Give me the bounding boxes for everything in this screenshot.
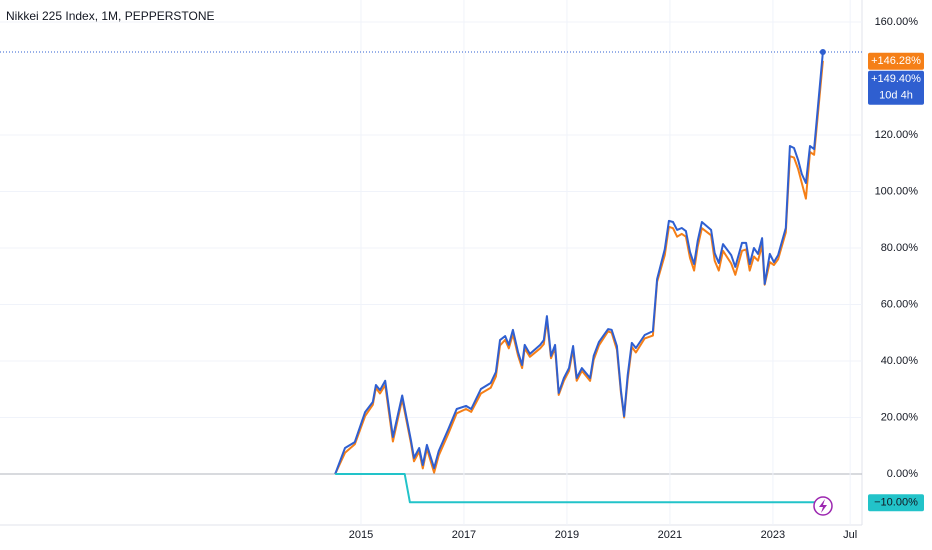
series-line xyxy=(334,60,824,475)
y-tick-label: 80.00% xyxy=(881,242,919,254)
countdown-label: 10d 4h xyxy=(879,90,913,102)
x-tick-label: 2015 xyxy=(349,529,373,541)
series-line xyxy=(334,51,824,475)
y-tick-label: 60.00% xyxy=(881,298,919,310)
y-tick-label: 40.00% xyxy=(881,355,919,367)
plot xyxy=(0,48,862,504)
y-tick-label: 0.00% xyxy=(887,468,918,480)
x-tick-label: 2021 xyxy=(658,529,682,541)
x-tick-label: Jul xyxy=(843,529,857,541)
alert-icon[interactable] xyxy=(813,496,833,516)
price-label: −10.00% xyxy=(874,497,918,509)
x-tick-label: 2023 xyxy=(761,529,785,541)
price-label-box xyxy=(868,494,924,512)
price-labels: 0.00% 20.00% 40.00% 60.00% 80.00% 100.00% 120.… xyxy=(349,16,924,541)
price-label: +149.40% xyxy=(871,73,921,85)
y-tick-label: 20.00% xyxy=(881,411,919,423)
y-tick-label: 100.00% xyxy=(875,185,919,197)
price-label-box xyxy=(868,52,924,70)
last-value-dot xyxy=(819,48,826,55)
x-tick-label: 2017 xyxy=(452,529,476,541)
series-line xyxy=(335,473,823,504)
price-label-box xyxy=(868,70,924,105)
price-label: +146.28% xyxy=(871,55,921,67)
grid xyxy=(0,0,862,525)
x-tick-label: 2019 xyxy=(555,529,579,541)
y-tick-label: 120.00% xyxy=(875,129,919,141)
chart-title: Nikkei 225 Index, 1M, PEPPERSTONE xyxy=(6,9,215,23)
y-tick-label: 160.00% xyxy=(875,16,919,28)
